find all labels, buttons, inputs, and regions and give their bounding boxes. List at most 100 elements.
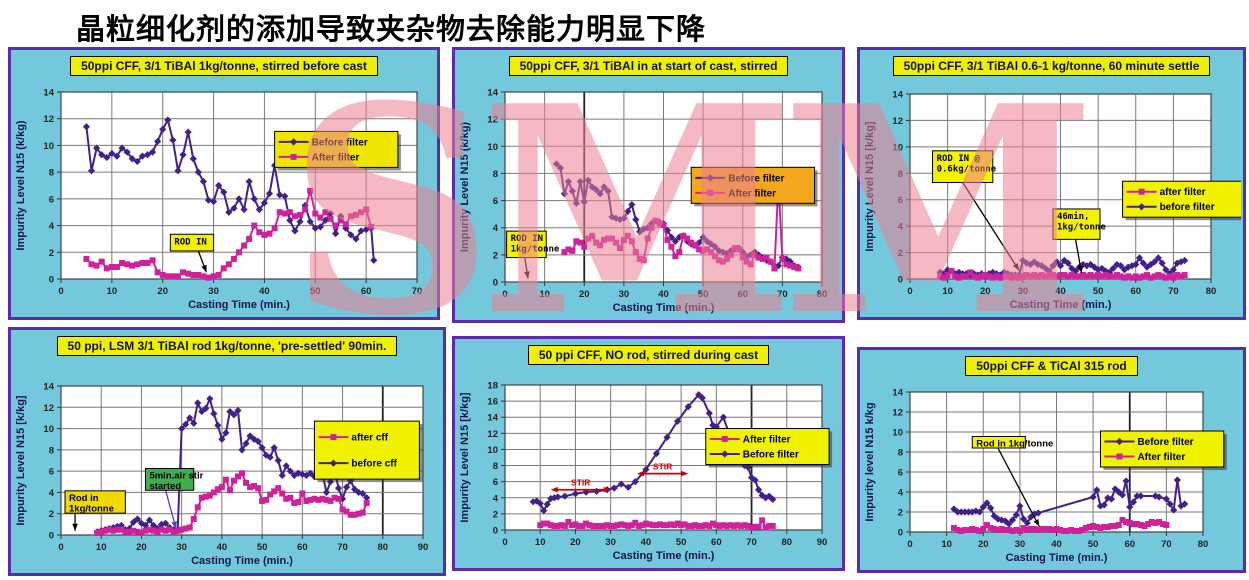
series-after: [937, 268, 1188, 281]
svg-text:Rod in: Rod in: [69, 493, 99, 504]
annotation: ROD IN @0.6kg/tonne: [932, 150, 1020, 271]
svg-text:6: 6: [49, 467, 54, 478]
svg-text:14: 14: [487, 413, 498, 424]
svg-text:10: 10: [43, 141, 54, 152]
svg-text:8: 8: [898, 448, 903, 459]
svg-text:after cff: after cff: [351, 433, 388, 444]
svg-text:Before filter: Before filter: [312, 137, 368, 148]
legend: after cff before cff: [313, 420, 423, 483]
svg-text:0: 0: [49, 531, 54, 542]
svg-text:20: 20: [570, 537, 581, 548]
chart-panel-3: 50ppi CFF, 3/1 TiBAl 0.6-1 kg/tonne, 60 …: [857, 47, 1246, 320]
svg-text:40: 40: [217, 542, 228, 553]
x-axis-label: Casting Time (min.): [613, 550, 715, 562]
svg-text:10: 10: [487, 445, 498, 456]
svg-text:10: 10: [892, 142, 903, 153]
svg-text:Before filter: Before filter: [1137, 437, 1193, 448]
svg-text:60: 60: [1124, 539, 1135, 550]
svg-text:before filter: before filter: [1160, 202, 1215, 213]
x-axis-label: Casting Time (min.): [191, 555, 293, 567]
svg-text:2: 2: [493, 509, 498, 520]
chart-canvas: 0 10 20 30 40 50 60 70 0 2 4 6 8 10 12 14 Casting Time (…: [15, 88, 422, 312]
svg-text:0: 0: [58, 542, 63, 553]
svg-text:20: 20: [978, 539, 989, 550]
y-axis-label: Impurity Level N15 [k/kg]: [864, 121, 876, 252]
svg-text:14: 14: [487, 88, 498, 99]
svg-text:40: 40: [259, 286, 270, 297]
svg-text:After filter: After filter: [312, 152, 360, 163]
chart-title: 50ppi CFF, 3/1 TiBAl 0.6-1 kg/tonne, 60 …: [892, 56, 1211, 76]
svg-text:70: 70: [777, 289, 788, 300]
chart-title: 50ppi CFF & TiCAl 315 rod: [965, 356, 1138, 376]
svg-text:1kg/tonne: 1kg/tonne: [1057, 222, 1106, 232]
legend: after filter before filter: [1122, 180, 1241, 221]
annotation: ROD IN: [169, 233, 215, 273]
svg-text:12: 12: [892, 116, 903, 127]
svg-text:10: 10: [892, 428, 903, 439]
svg-text:20: 20: [980, 286, 991, 297]
page-title: 晶粒细化剂的添加导致夹杂物去除能力明显下降: [76, 14, 707, 46]
svg-text:50: 50: [1088, 539, 1099, 550]
svg-text:10: 10: [942, 286, 953, 297]
svg-text:2: 2: [898, 508, 903, 519]
svg-text:70: 70: [746, 537, 757, 548]
svg-text:12: 12: [43, 114, 54, 125]
svg-text:4: 4: [493, 493, 499, 504]
chart-canvas: 0 10 20 30 40 50 60 70 80 90 0 2 4 6 8 10 12 14 Casting Ti…: [15, 382, 428, 568]
svg-text:Before filter: Before filter: [728, 173, 784, 184]
series-before: [950, 476, 1189, 528]
y-axis-label: Impurity level N15 k/kg: [864, 402, 876, 521]
svg-text:10: 10: [941, 539, 952, 550]
svg-text:70: 70: [1168, 286, 1179, 297]
svg-text:50: 50: [676, 537, 687, 548]
svg-text:16: 16: [487, 397, 498, 408]
svg-text:60: 60: [711, 537, 722, 548]
svg-text:0: 0: [493, 278, 498, 289]
svg-text:10: 10: [43, 424, 54, 435]
svg-text:After filter: After filter: [1137, 452, 1185, 463]
svg-text:6: 6: [49, 194, 54, 205]
series-after: [537, 517, 776, 531]
svg-text:0: 0: [907, 286, 912, 297]
svg-text:STIR: STIR: [653, 462, 672, 472]
chart-panel-6: 50ppi CFF & TiCAl 315 rod 0 10 20 30 40 50 60 70…: [857, 347, 1246, 573]
chart-canvas: 0 10 20 30 40 50 60 70 80 0 2 4 6 8 10 12 14 Casting Time…: [864, 90, 1241, 311]
svg-text:60: 60: [361, 286, 372, 297]
svg-text:0: 0: [58, 286, 63, 297]
svg-text:40: 40: [658, 289, 669, 300]
svg-text:30: 30: [605, 537, 616, 548]
svg-text:2: 2: [493, 250, 498, 261]
legend: Before filter After filter: [690, 166, 818, 207]
svg-text:14: 14: [892, 90, 903, 101]
x-axis-label: Casting Time (min.): [188, 299, 290, 311]
svg-text:80: 80: [781, 537, 792, 548]
svg-text:12: 12: [892, 408, 903, 419]
svg-text:started: started: [149, 481, 181, 492]
svg-text:30: 30: [176, 542, 187, 553]
svg-text:5min.air stir: 5min.air stir: [149, 470, 203, 481]
svg-text:46min,: 46min,: [1057, 211, 1090, 222]
svg-text:18: 18: [487, 381, 498, 392]
y-axis-label: Impurity Level N15 [k/kg]: [15, 395, 27, 526]
chart-title: 50ppi CFF, 3/1 TiBAl 1kg/tonne, stirred …: [70, 56, 378, 76]
svg-text:4: 4: [898, 488, 904, 499]
svg-text:80: 80: [1198, 539, 1209, 550]
chart-title: 50 ppi, LSM 3/1 TiBAl rod 1kg/tonne, 'pr…: [56, 336, 398, 356]
svg-text:ROD IN: ROD IN: [174, 237, 207, 247]
svg-text:30: 30: [619, 289, 630, 300]
svg-text:14: 14: [43, 382, 54, 393]
chart-canvas: 0 10 20 30 40 50 60 70 80 90 0 2 4 6 8 10 12 14 16 18 Castin…: [459, 381, 833, 562]
svg-text:70: 70: [1161, 539, 1172, 550]
svg-text:4: 4: [898, 222, 904, 233]
svg-text:80: 80: [817, 289, 828, 300]
legend: After filter Before filter: [705, 428, 833, 468]
svg-text:40: 40: [1055, 286, 1066, 297]
svg-text:After filter: After filter: [728, 188, 776, 199]
svg-text:70: 70: [337, 542, 348, 553]
svg-text:0: 0: [907, 539, 912, 550]
svg-text:10: 10: [107, 286, 118, 297]
chart-title: 50 ppi CFF, NO rod, stirred during cast: [527, 345, 770, 365]
series-after: [83, 187, 375, 281]
svg-text:0: 0: [502, 537, 507, 548]
